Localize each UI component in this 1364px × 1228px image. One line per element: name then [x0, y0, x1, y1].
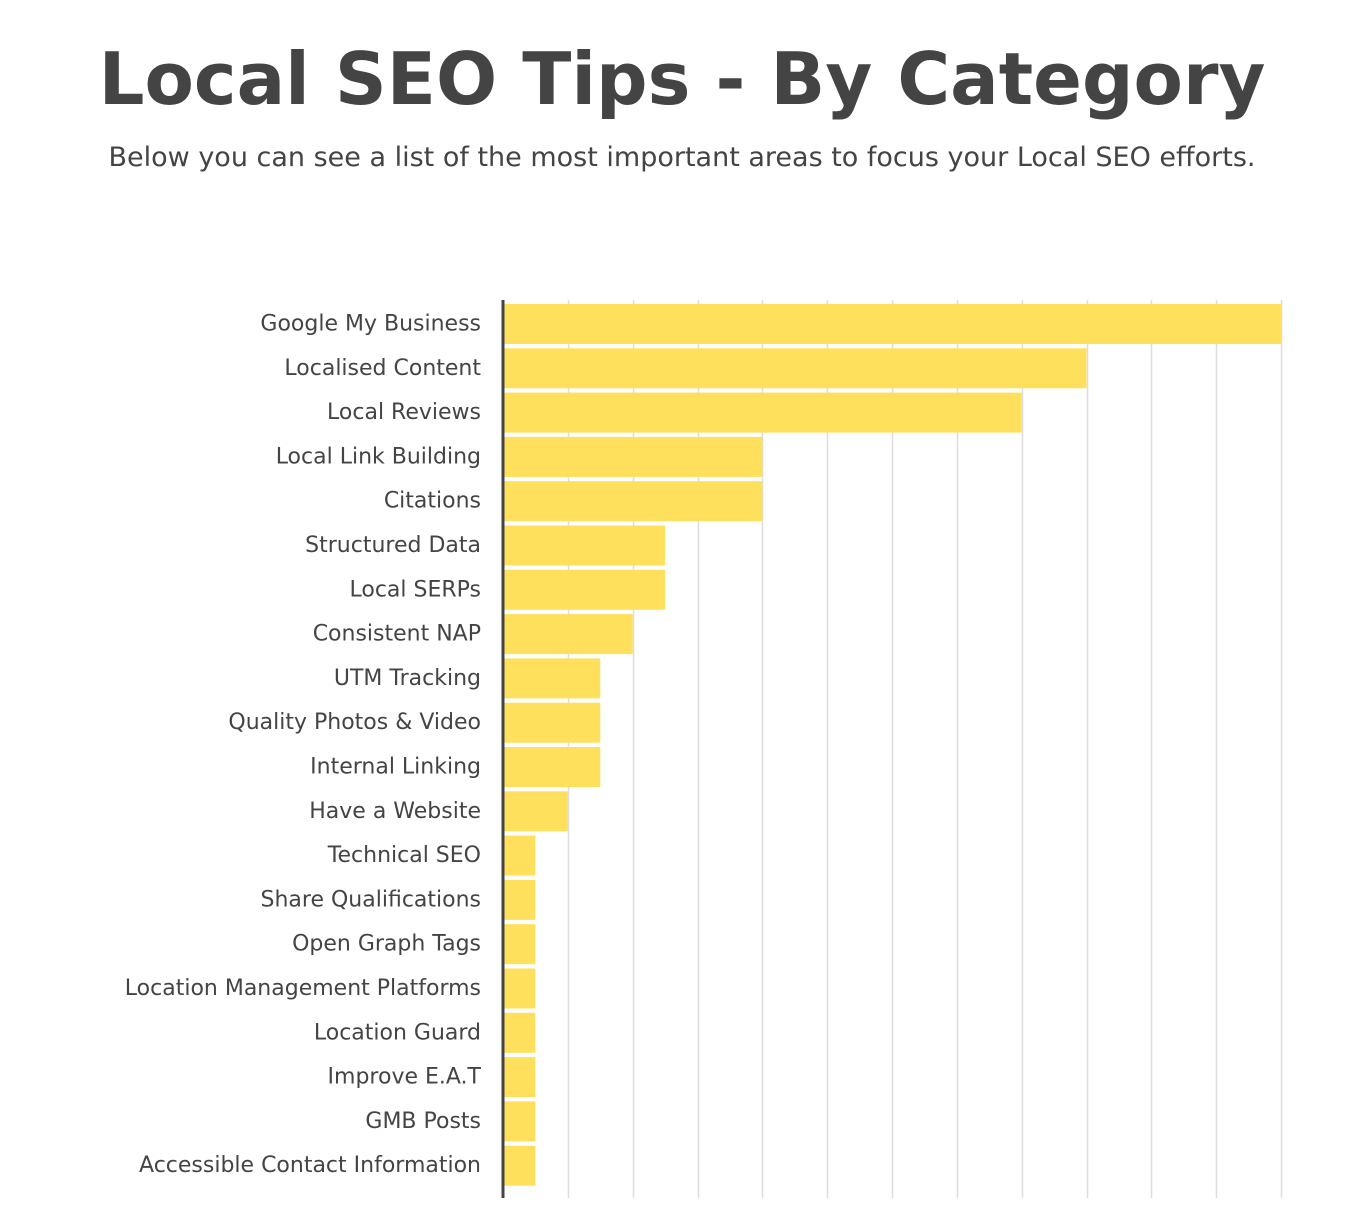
category-label: Citations: [384, 489, 481, 514]
category-label: Accessible Contact Information: [139, 1153, 481, 1178]
page-title: Local SEO Tips - By Category: [98, 37, 1266, 121]
bar: [504, 569, 666, 610]
chart-bars: [504, 304, 1281, 1186]
bar: [504, 702, 601, 743]
bar: [504, 436, 763, 477]
category-label: Localised Content: [284, 356, 481, 381]
category-label: Local Reviews: [327, 400, 481, 425]
bar: [504, 658, 601, 699]
category-label: Location Management Platforms: [125, 976, 481, 1001]
category-label: Consistent NAP: [313, 622, 481, 647]
bar: [504, 348, 1087, 389]
bar: [504, 304, 1281, 344]
category-label: UTM Tracking: [334, 666, 481, 691]
category-label: Share Qualifications: [261, 887, 481, 912]
bar: [504, 791, 568, 832]
category-label: Location Guard: [314, 1020, 481, 1045]
bar: [504, 879, 536, 920]
category-label: Quality Photos & Video: [228, 710, 481, 735]
category-label: Open Graph Tags: [292, 932, 481, 957]
page-subtitle: Below you can see a list of the most imp…: [108, 142, 1256, 173]
category-label: Improve E.A.T: [328, 1065, 482, 1090]
category-label: Technical SEO: [327, 843, 481, 868]
bar: [504, 614, 633, 655]
bar: [504, 747, 601, 787]
category-label: Google My Business: [260, 312, 481, 337]
category-label: GMB Posts: [365, 1109, 481, 1134]
bar: [504, 835, 536, 876]
bar: [504, 924, 536, 965]
chart-category-labels: Google My Business Localised Content Local…: [125, 312, 482, 1179]
bar: [504, 1057, 536, 1098]
category-label: Structured Data: [305, 533, 481, 558]
category-label: Local Link Building: [276, 444, 481, 469]
bar: [504, 1145, 536, 1186]
category-label: Internal Linking: [310, 755, 481, 780]
bar: [504, 525, 666, 566]
category-label: Have a Website: [309, 799, 481, 824]
bar: [504, 968, 536, 1009]
bar: [504, 392, 1022, 433]
bar: [504, 1012, 536, 1053]
bar: [504, 481, 763, 522]
bar: [504, 1101, 536, 1142]
chart-gridlines: [567, 300, 1283, 1198]
category-label: Local SERPs: [349, 577, 481, 602]
